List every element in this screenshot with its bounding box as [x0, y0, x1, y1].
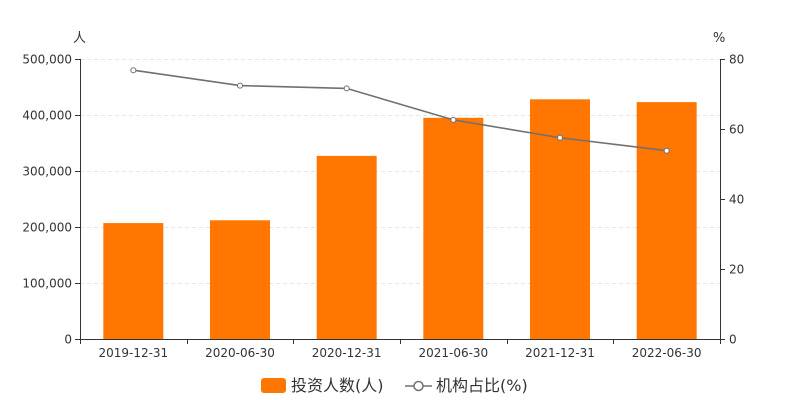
line-point[interactable] [343, 85, 350, 92]
left-axis-unit: 人 [73, 31, 86, 46]
right-axis-tick-label: 60 [729, 123, 744, 137]
right-axis-tick-label: 40 [729, 193, 744, 207]
left-axis-tick-label: 500,000 [22, 53, 72, 67]
bar[interactable] [316, 155, 377, 339]
left-axis-tick-label: 0 [64, 333, 72, 347]
legend-item-line[interactable]: 机构占比(%) [405, 376, 528, 395]
line-point[interactable] [663, 147, 670, 154]
legend-item-bar[interactable]: 投资人数(人) [261, 376, 384, 395]
line-point[interactable] [130, 67, 137, 74]
right-axis-unit: % [713, 31, 725, 46]
line-point[interactable] [237, 82, 243, 89]
left-axis-tick-label: 400,000 [22, 109, 72, 123]
left-axis-tick-label: 100,000 [22, 277, 72, 291]
right-axis-tick-label: 20 [729, 263, 744, 277]
legend: 投资人数(人) 机构占比(%) [261, 376, 528, 395]
legend-line-label: 机构占比(%) [436, 376, 528, 395]
x-axis-tick-label: 2022-06-30 [632, 346, 702, 360]
grid [80, 59, 720, 284]
bar[interactable] [423, 117, 484, 339]
line-series [130, 67, 670, 154]
left-axis-tick-label: 300,000 [22, 165, 72, 179]
x-axis-tick-label: 2019-12-31 [98, 346, 168, 360]
x-axis-tick-label: 2020-06-30 [205, 346, 275, 360]
legend-bar-label: 投资人数(人) [291, 376, 384, 395]
right-axis-tick-label: 0 [729, 333, 737, 347]
right-axis-tick-label: 80 [729, 53, 744, 67]
axes: 0 100,000 200,000 300,000 400,000 500,000 0 20 4… [22, 53, 744, 361]
line-point[interactable] [450, 116, 457, 123]
bar[interactable] [636, 102, 697, 340]
line-point[interactable] [557, 134, 563, 141]
line-path [133, 69, 667, 152]
bar[interactable] [210, 220, 270, 339]
x-axis-tick-label: 2021-06-30 [418, 346, 488, 360]
legend-bar-swatch [261, 378, 286, 393]
bar[interactable] [103, 223, 164, 339]
legend-line-marker [413, 380, 424, 392]
left-axis-tick-label: 200,000 [22, 221, 72, 235]
bar-series [103, 99, 697, 340]
x-axis-tick-label: 2021-12-31 [525, 346, 595, 360]
x-axis-tick-label: 2020-12-31 [312, 346, 382, 360]
